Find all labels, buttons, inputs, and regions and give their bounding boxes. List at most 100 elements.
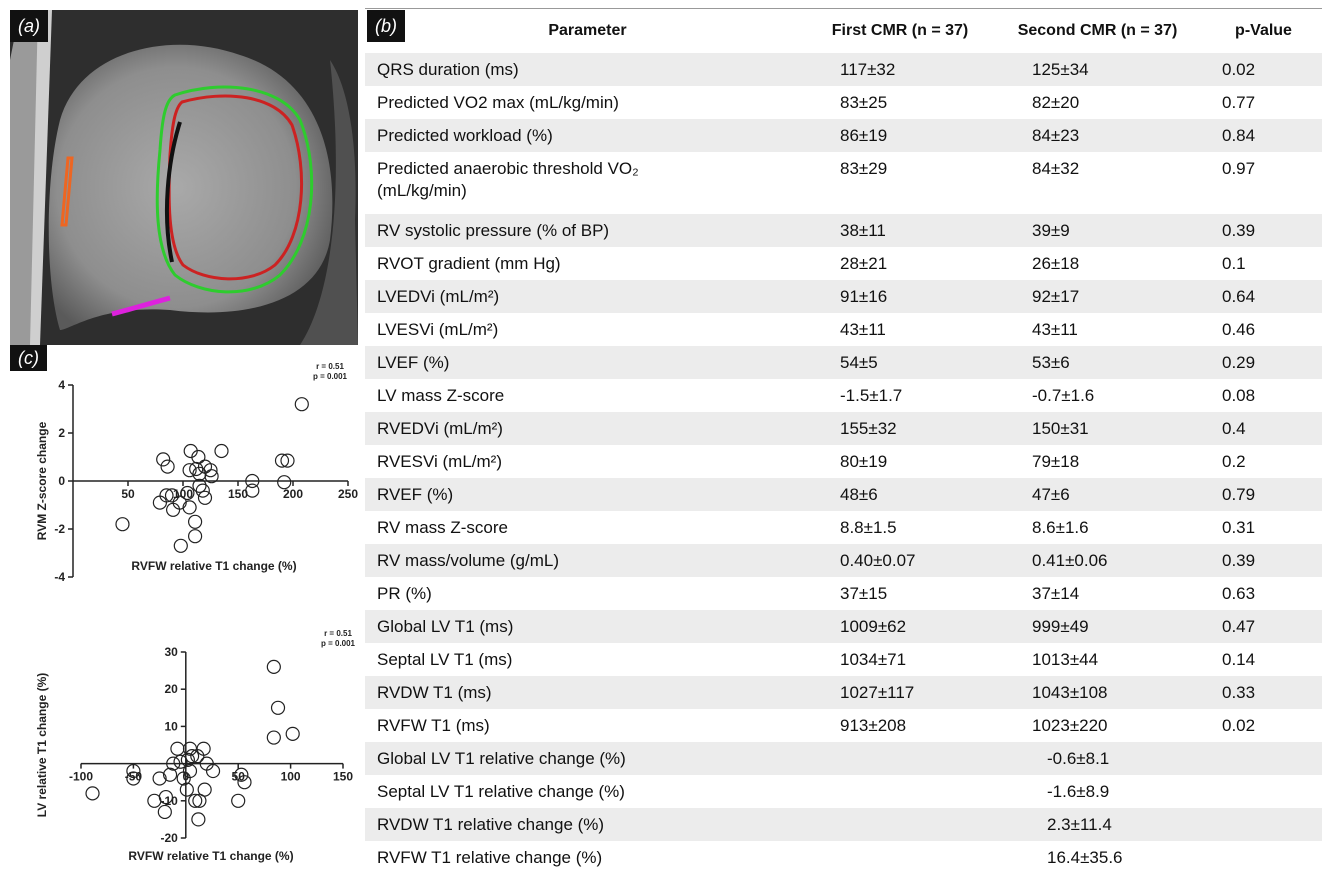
first-cmr-cell: 0.40±0.07: [810, 544, 990, 577]
second-cmr-cell: 999±49: [990, 610, 1205, 643]
parameter-cell: RV systolic pressure (% of BP): [365, 214, 810, 247]
empty-cell: [810, 775, 990, 808]
p-value-cell: 0.39: [1205, 214, 1322, 247]
x-axis-label: RVFW relative T1 change (%): [128, 849, 293, 863]
p-value-cell: 0.79: [1205, 478, 1322, 511]
data-point: [189, 515, 202, 528]
page: 50100150200250-4-2024RVFW relative T1 ch…: [0, 0, 1322, 883]
second-cmr-cell: 84±23: [990, 119, 1205, 152]
second-cmr-cell: 125±34: [990, 53, 1205, 86]
second-cmr-cell: 1013±44: [990, 643, 1205, 676]
x-tick-label: 250: [338, 487, 358, 501]
table-row: RVFW T1 relative change (%)16.4±35.6: [365, 841, 1322, 874]
parameter-cell: RVEDVi (mL/m²): [365, 412, 810, 445]
empty-cell: [1205, 808, 1322, 841]
panel-a-label: (a): [10, 10, 48, 42]
data-point: [161, 460, 174, 473]
data-point: [148, 794, 161, 807]
data-point: [189, 530, 202, 543]
data-point: [286, 727, 299, 740]
p-value-cell: 0.02: [1205, 709, 1322, 742]
column-header: First CMR (n = 37): [810, 9, 990, 54]
p-value-cell: 0.84: [1205, 119, 1322, 152]
empty-cell: [1205, 775, 1322, 808]
p-value-cell: 0.1: [1205, 247, 1322, 280]
p-value-cell: 0.29: [1205, 346, 1322, 379]
table-body: QRS duration (ms)117±32125±340.02Predict…: [365, 53, 1322, 874]
data-point: [174, 539, 187, 552]
data-point: [116, 518, 129, 531]
p-value-cell: 0.33: [1205, 676, 1322, 709]
p-value-cell: 0.46: [1205, 313, 1322, 346]
empty-cell: [810, 808, 990, 841]
data-point: [160, 489, 173, 502]
x-tick-label: 200: [283, 487, 303, 501]
p-value-cell: 0.77: [1205, 86, 1322, 119]
data-point: [198, 783, 211, 796]
parameter-cell: RVFW T1 (ms): [365, 709, 810, 742]
data-point: [183, 501, 196, 514]
p-value-cell: 0.14: [1205, 643, 1322, 676]
empty-cell: [1205, 742, 1322, 775]
annotation: p = 0.001: [321, 639, 356, 648]
change-cell: -1.6±8.9: [990, 775, 1205, 808]
first-cmr-cell: 43±11: [810, 313, 990, 346]
data-point: [232, 794, 245, 807]
parameter-cell: RVDW T1 relative change (%): [365, 808, 810, 841]
parameter-cell: RVESVi (mL/m²): [365, 445, 810, 478]
parameter-cell: Global LV T1 relative change (%): [365, 742, 810, 775]
parameter-cell: Predicted VO2 max (mL/kg/min): [365, 86, 810, 119]
data-point: [192, 813, 205, 826]
parameter-cell: Septal LV T1 relative change (%): [365, 775, 810, 808]
parameter-cell: LVEF (%): [365, 346, 810, 379]
second-cmr-cell: 53±6: [990, 346, 1205, 379]
x-tick-label: 150: [228, 487, 248, 501]
parameter-cell: QRS duration (ms): [365, 53, 810, 86]
data-point: [199, 491, 212, 504]
first-cmr-cell: -1.5±1.7: [810, 379, 990, 412]
table-row: RVEF (%)48±647±60.79: [365, 478, 1322, 511]
annotation: r = 0.51: [324, 629, 352, 638]
table-row: Predicted workload (%)86±1984±230.84: [365, 119, 1322, 152]
table-row: RVEDVi (mL/m²)155±32150±310.4: [365, 412, 1322, 445]
second-cmr-cell: 26±18: [990, 247, 1205, 280]
column-header: Second CMR (n = 37): [990, 9, 1205, 54]
panel-c-label: (c): [10, 345, 47, 371]
table-row: RVFW T1 (ms)913±2081023±2200.02: [365, 709, 1322, 742]
table-row: Global LV T1 (ms)1009±62999±490.47: [365, 610, 1322, 643]
y-tick-label: 4: [58, 378, 65, 392]
parameter-cell: RV mass Z-score: [365, 511, 810, 544]
table-row: RV mass Z-score8.8±1.58.6±1.60.31: [365, 511, 1322, 544]
first-cmr-cell: 913±208: [810, 709, 990, 742]
first-cmr-cell: 28±21: [810, 247, 990, 280]
empty-cell: [810, 841, 990, 874]
mri-image: [10, 10, 358, 345]
parameter-cell: RVFW T1 relative change (%): [365, 841, 810, 874]
data-point: [180, 783, 193, 796]
p-value-cell: 0.63: [1205, 577, 1322, 610]
annotation: r = 0.51: [316, 362, 344, 371]
x-tick-label: 50: [121, 487, 135, 501]
x-tick-label: 100: [281, 770, 301, 784]
data-point: [167, 503, 180, 516]
first-cmr-cell: 37±15: [810, 577, 990, 610]
second-cmr-cell: 92±17: [990, 280, 1205, 313]
data-point: [267, 731, 280, 744]
second-cmr-cell: 0.41±0.06: [990, 544, 1205, 577]
first-cmr-cell: 155±32: [810, 412, 990, 445]
parameter-cell: RVDW T1 (ms): [365, 676, 810, 709]
second-cmr-cell: 150±31: [990, 412, 1205, 445]
p-value-cell: 0.08: [1205, 379, 1322, 412]
first-cmr-cell: 1027±117: [810, 676, 990, 709]
p-value-cell: 0.39: [1205, 544, 1322, 577]
p-value-cell: 0.31: [1205, 511, 1322, 544]
second-cmr-cell: 82±20: [990, 86, 1205, 119]
y-tick-label: 10: [164, 719, 178, 733]
